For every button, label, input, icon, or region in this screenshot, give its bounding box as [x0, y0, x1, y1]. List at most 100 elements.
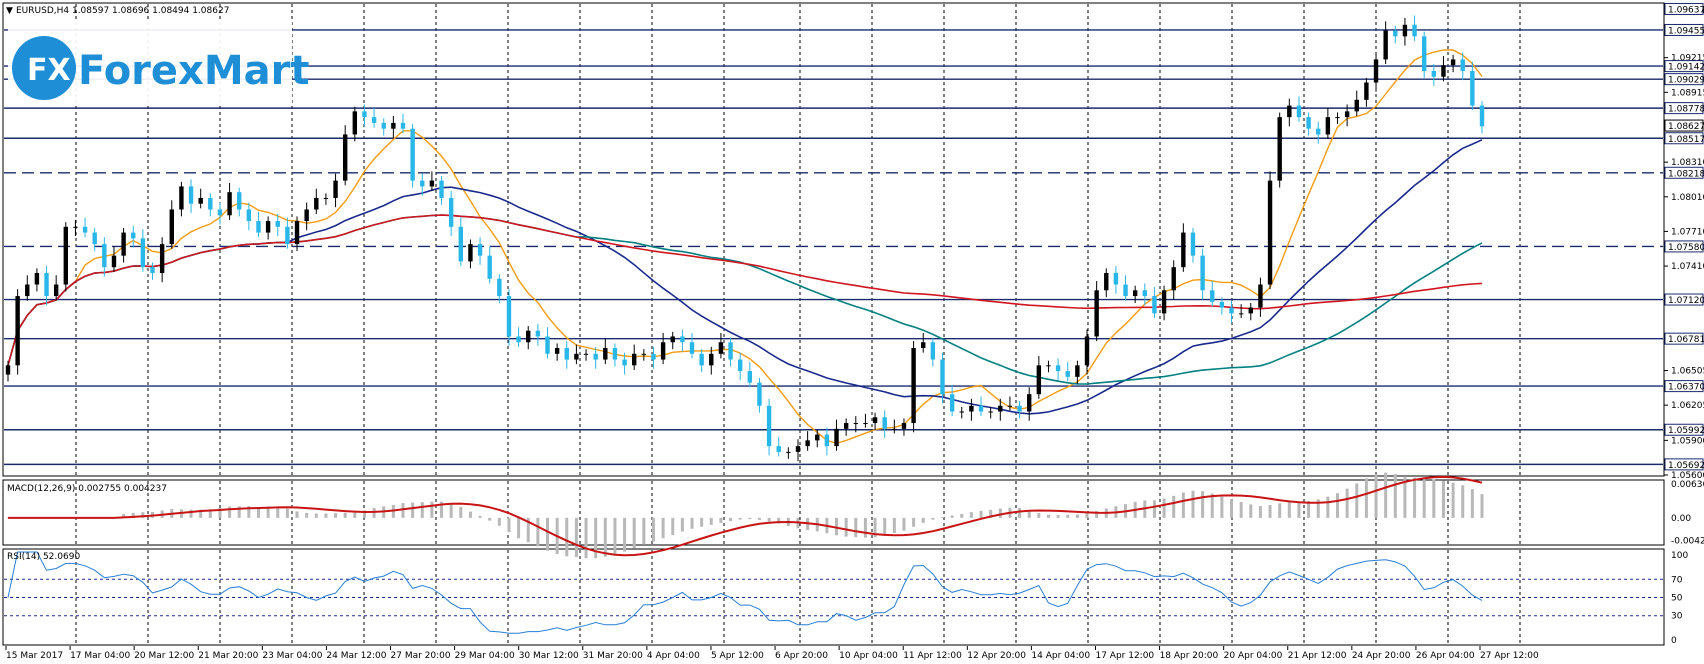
macd-histogram-bar — [459, 506, 463, 518]
candle-body — [53, 284, 59, 297]
candle-body — [1344, 111, 1350, 118]
macd-histogram-bar — [247, 506, 251, 518]
time-label: 30 Mar 12:00 — [519, 651, 579, 661]
candle-body — [795, 446, 801, 452]
candle-body — [824, 434, 830, 447]
candle-body — [949, 394, 955, 412]
time-label: 18 Apr 20:00 — [1160, 651, 1219, 661]
macd-histogram-bar — [1374, 473, 1378, 518]
price-label: 1.06205 — [1671, 401, 1704, 411]
time-label: 31 Mar 20:00 — [583, 651, 643, 661]
rsi-title: RSI(14) 52.0690 — [7, 552, 80, 562]
candle-body — [1258, 284, 1263, 308]
candle-body — [1027, 394, 1032, 412]
price-level-tag — [1664, 23, 1704, 36]
macd-histogram-bar — [777, 517, 781, 524]
candle-body — [497, 278, 502, 297]
macd-histogram-bar — [295, 511, 299, 518]
candle-body — [131, 232, 136, 239]
candle-body — [333, 180, 338, 198]
macd-histogram-bar — [642, 517, 646, 545]
macd-histogram-bar — [1056, 515, 1060, 518]
time-label: 27 Apr 12:00 — [1480, 651, 1539, 661]
macd-histogram-bar — [1027, 510, 1031, 518]
candle-body — [516, 336, 521, 343]
macd-histogram-bar — [883, 517, 887, 536]
candle-body — [44, 272, 49, 297]
candle-body — [1470, 70, 1475, 106]
candlesticks[interactable] — [5, 15, 1485, 462]
macd-histogram-bar — [420, 502, 424, 518]
macd-histogram-bar — [1441, 480, 1445, 518]
time-label: 12 Apr 20:00 — [967, 651, 1026, 661]
candle-body — [227, 192, 232, 216]
macd-histogram-bar — [671, 517, 675, 536]
rsi-axis-label: 30 — [1671, 612, 1683, 622]
macd-histogram-bar — [902, 517, 906, 531]
time-label: 24 Apr 20:00 — [1352, 651, 1411, 661]
macd-histogram-bar — [1335, 493, 1339, 518]
macd-histogram-bar — [940, 516, 944, 518]
candle-body — [689, 342, 695, 354]
candle-body — [1325, 117, 1331, 135]
macd-histogram-bar — [189, 509, 193, 518]
time-label: 17 Mar 04:00 — [70, 651, 130, 661]
candle-body — [1132, 290, 1138, 297]
time-label: 20 Apr 04:00 — [1224, 651, 1283, 661]
macd-axis-label: -0.004208 — [1671, 536, 1704, 546]
macd-histogram-bar — [1230, 499, 1234, 518]
candle-body — [901, 423, 907, 429]
macd-histogram-bar — [603, 517, 607, 557]
candle-body — [1229, 307, 1234, 314]
macd-histogram-bar — [141, 512, 145, 518]
ma-long-line — [7, 214, 1483, 366]
candle-body — [150, 267, 155, 273]
candle-body — [314, 197, 319, 210]
macd-histogram-bar — [411, 502, 415, 518]
moving-averages — [7, 49, 1483, 445]
rsi-axis-label: 70 — [1671, 575, 1683, 585]
forexmart-logo: FX ForexMart — [8, 22, 309, 106]
candle-body — [554, 348, 560, 354]
candle-body — [285, 226, 290, 245]
price-label: 1.09215 — [1671, 54, 1704, 64]
macd-histogram-bar — [228, 506, 232, 518]
chart-header-arrow-icon[interactable]: ▼ — [6, 6, 13, 16]
macd-histogram-bar — [912, 517, 916, 527]
candle-body — [1036, 365, 1042, 395]
macd-histogram-bar — [1037, 513, 1041, 518]
candle-body — [1383, 30, 1388, 60]
candle-body — [400, 122, 406, 129]
macd-histogram-bar — [729, 517, 733, 522]
price-level-tag — [1664, 166, 1704, 179]
rsi-indicator — [4, 551, 1663, 634]
rsi-axis-label: 50 — [1671, 594, 1683, 604]
candle-body — [169, 209, 174, 245]
candle-body — [1412, 24, 1417, 37]
candle-body — [477, 244, 483, 256]
macd-histogram-bar — [613, 517, 617, 555]
macd-histogram-bar — [1326, 496, 1330, 518]
candle-body — [988, 411, 993, 413]
macd-histogram-bar — [199, 509, 203, 518]
candle-body — [25, 284, 30, 297]
macd-histogram-bar — [1191, 490, 1195, 518]
macd-histogram-bar — [256, 507, 260, 518]
candle-body — [140, 238, 146, 268]
macd-histogram-bar — [430, 501, 434, 518]
candle-body — [709, 353, 714, 366]
macd-histogram-bar — [1220, 496, 1224, 518]
macd-title: MACD(12,26,9) 0.002755 0.004237 — [7, 484, 167, 494]
macd-histogram-bar — [324, 513, 328, 518]
price-level-tag-text: 1.05692 — [1668, 461, 1704, 471]
candle-body — [776, 446, 781, 452]
candle-body — [853, 423, 858, 425]
candle-body — [1316, 128, 1321, 135]
candle-body — [1441, 65, 1446, 77]
candle-body — [448, 197, 454, 227]
macd-histogram-bar — [892, 517, 896, 533]
price-label: 1.08915 — [1671, 88, 1704, 98]
candle-body — [1046, 365, 1051, 367]
macd-histogram-bar — [208, 509, 212, 518]
